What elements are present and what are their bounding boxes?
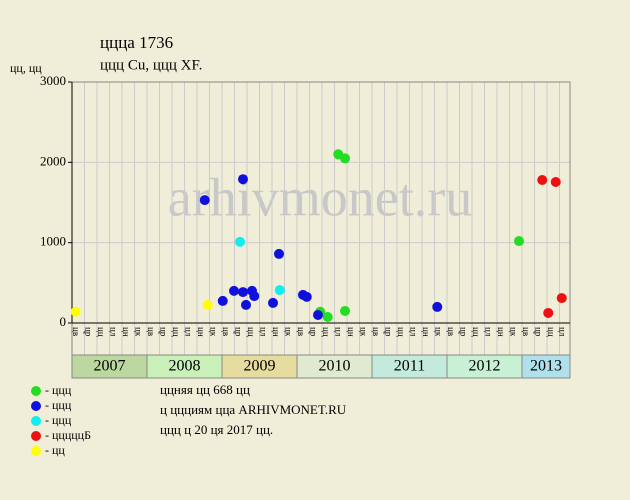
note: ццняя цц 668 цц	[160, 382, 250, 397]
point	[202, 299, 213, 310]
point	[199, 195, 210, 206]
y-tick-label: 2000	[40, 153, 66, 168]
legend-marker	[31, 401, 41, 411]
legend-label: - ццц	[45, 398, 72, 412]
point	[274, 285, 285, 296]
note: ццц ц 20 ця 2017 цц.	[160, 422, 273, 437]
point	[556, 293, 567, 304]
point	[241, 299, 251, 310]
point	[537, 175, 548, 186]
column-label: цн	[121, 327, 131, 337]
column-label: цк	[284, 327, 294, 337]
point	[301, 291, 312, 302]
column-label: цв	[146, 327, 156, 336]
column-label: цц	[396, 327, 406, 337]
legend-marker	[31, 431, 41, 441]
point	[550, 177, 561, 188]
column-label: цр	[309, 327, 319, 337]
column-label: цк	[209, 327, 219, 337]
legend-label: - ццц	[45, 383, 72, 397]
y-tick-label: 1000	[40, 234, 66, 249]
point	[249, 291, 260, 302]
legend-marker	[31, 416, 41, 426]
column-label: цц	[246, 327, 256, 337]
column-label: цк	[434, 327, 444, 337]
point	[432, 301, 443, 312]
year-label: 2010	[319, 358, 351, 375]
column-label: цн	[271, 327, 281, 337]
column-label: цр	[84, 327, 94, 337]
point	[238, 287, 248, 298]
column-label: цц	[471, 327, 481, 337]
column-label: цл	[259, 327, 269, 337]
column-label: цн	[496, 327, 506, 337]
column-label: цр	[159, 327, 169, 337]
column-label: цк	[359, 327, 369, 337]
column-label: цв	[71, 327, 81, 336]
y-tick-label: 0	[60, 314, 67, 329]
column-label: цн	[421, 327, 431, 337]
watermark: arhivmonet.ru	[168, 167, 472, 227]
chart-subtitle: ццц Cu, ццц XF.	[100, 57, 202, 73]
year-label: 2012	[469, 358, 501, 375]
point	[340, 305, 350, 316]
year-label: 2011	[394, 358, 425, 375]
year-label: 2013	[530, 358, 562, 375]
year-label: 2009	[244, 358, 276, 375]
column-label: цл	[184, 327, 194, 337]
column-label: цв	[296, 327, 306, 336]
column-label: цр	[384, 327, 394, 337]
column-label: цв	[446, 327, 456, 336]
point	[229, 285, 239, 296]
point	[340, 153, 350, 164]
column-label: цр	[534, 327, 544, 337]
column-label: цл	[109, 327, 119, 337]
point	[238, 174, 248, 185]
column-label: цл	[334, 327, 344, 337]
point	[274, 248, 284, 259]
column-label: цц	[96, 327, 106, 337]
point	[268, 297, 278, 308]
column-label: цв	[371, 327, 381, 336]
note: ц ццциям цца ARHIVMONET.RU	[160, 402, 347, 417]
point	[235, 236, 245, 247]
column-label: цн	[346, 327, 356, 337]
column-label: цц	[171, 327, 181, 337]
column-label: цц	[321, 327, 331, 337]
y-tick-label: 3000	[40, 73, 66, 88]
column-label: цв	[221, 327, 231, 336]
point	[322, 311, 333, 322]
column-label: цк	[509, 327, 519, 337]
column-label: цц	[546, 327, 556, 337]
chart-title: ццца 1736	[100, 33, 173, 52]
column-label: цк	[134, 327, 144, 337]
column-label: цн	[196, 327, 206, 337]
legend-label: - ццц	[45, 413, 72, 427]
legend-label: - цц	[45, 443, 65, 457]
point	[543, 307, 554, 318]
column-label: цл	[558, 327, 568, 337]
column-label: цр	[234, 327, 244, 337]
column-label: цл	[484, 327, 494, 337]
column-label: цв	[521, 327, 531, 336]
column-label: цр	[459, 327, 469, 337]
y-axis-label: цц, цц	[10, 61, 42, 75]
point	[514, 236, 524, 247]
legend-marker	[31, 446, 41, 456]
column-label: цл	[409, 327, 419, 337]
year-label: 2008	[169, 358, 201, 375]
legend-marker	[31, 386, 41, 396]
point	[313, 309, 323, 320]
point	[70, 306, 81, 317]
point	[217, 295, 228, 306]
legend-label: - цццццБ	[45, 428, 91, 442]
year-label: 2007	[94, 358, 126, 375]
